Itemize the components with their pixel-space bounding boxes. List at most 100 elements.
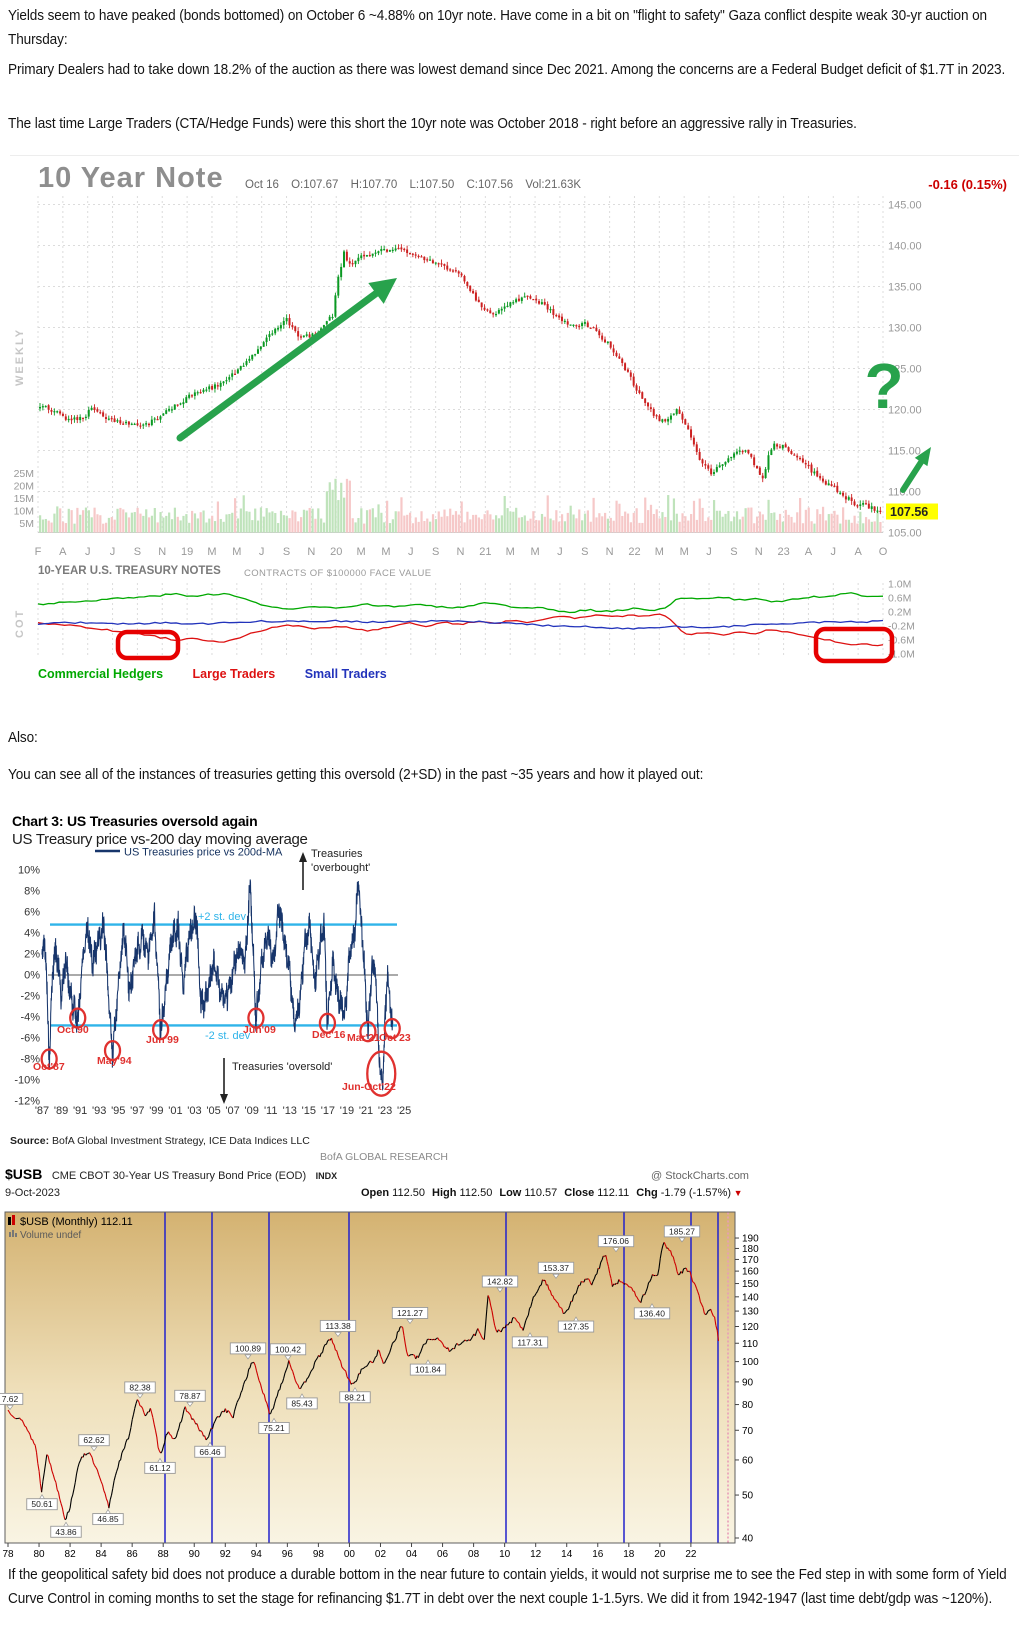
svg-text:'23: '23	[378, 1105, 392, 1117]
svg-text:61.12: 61.12	[149, 1463, 171, 1473]
svg-text:N: N	[755, 546, 763, 558]
usb-plot-frame	[4, 1211, 736, 1544]
quote-change: -0.16 (0.15%)	[928, 177, 1007, 192]
svg-text:N: N	[158, 546, 166, 558]
bofa-chart-subtitle: US Treasury price vs-200 day moving aver…	[12, 831, 308, 848]
svg-text:-1.0M: -1.0M	[888, 649, 915, 661]
svg-text:25M: 25M	[14, 468, 34, 480]
svg-text:'89: '89	[54, 1105, 68, 1117]
svg-text:02: 02	[375, 1549, 387, 1560]
svg-text:'05: '05	[206, 1105, 220, 1117]
svg-text:'17: '17	[321, 1105, 335, 1117]
usb-chart: 7.62 50.61 43.86 62.62 46.85 82.38 61.12 78.87 6…	[0, 1163, 1029, 1563]
usb-date: 9-Oct-2023	[5, 1187, 61, 1199]
svg-text:Oct'87: Oct'87	[33, 1061, 65, 1073]
svg-text:N: N	[307, 546, 315, 558]
svg-text:100.89: 100.89	[235, 1343, 261, 1353]
svg-text:$USB (Monthly) 112.11: $USB (Monthly) 112.11	[20, 1216, 133, 1228]
svg-text:140: 140	[742, 1292, 759, 1303]
svg-text:98: 98	[313, 1549, 325, 1560]
ten-year-note-chart: 145.00 140.00 135.00 130.00 125.00 120.00 115.…	[10, 155, 1019, 691]
svg-text:0.6M: 0.6M	[888, 593, 911, 605]
svg-text:-4%: -4%	[20, 1012, 40, 1024]
svg-text:F: F	[35, 546, 42, 558]
svg-text:06: 06	[437, 1549, 449, 1560]
quote-volume: Vol:21.63K	[525, 179, 582, 191]
svg-text:20M: 20M	[14, 481, 34, 493]
cot-axis-label: COT	[14, 608, 26, 638]
svg-text:75.21: 75.21	[263, 1423, 285, 1433]
svg-text:'09: '09	[244, 1105, 258, 1117]
svg-text:O: O	[879, 546, 888, 558]
usb-canvas: 7.62 50.61 43.86 62.62 46.85 82.38 61.12 78.87 6…	[0, 1211, 759, 1560]
svg-text:130: 130	[742, 1307, 759, 1318]
svg-text:120.00: 120.00	[888, 405, 922, 417]
svg-text:M: M	[381, 546, 390, 558]
svg-text:120: 120	[742, 1322, 759, 1333]
bofa-credit: BofA GLOBAL RESEARCH	[320, 1151, 448, 1163]
svg-text:M: M	[655, 546, 664, 558]
svg-text:142.82: 142.82	[487, 1276, 513, 1286]
svg-text:86: 86	[127, 1549, 139, 1560]
svg-text:M: M	[506, 546, 515, 558]
svg-text:19: 19	[181, 546, 193, 558]
svg-text:S: S	[432, 546, 439, 558]
usb-quote-label: Low	[499, 1187, 522, 1199]
svg-text:15M: 15M	[14, 493, 34, 505]
cot-highlight-boxes	[115, 626, 895, 664]
svg-text:121.27: 121.27	[397, 1308, 423, 1318]
bofa-source-text: BofA Global Investment Strategy, ICE Dat…	[49, 1135, 310, 1147]
svg-text:-2%: -2%	[20, 991, 40, 1003]
svg-text:70: 70	[742, 1426, 754, 1437]
svg-text:176.06: 176.06	[603, 1236, 629, 1246]
svg-text:M: M	[357, 546, 366, 558]
svg-text:140.00: 140.00	[888, 241, 922, 253]
svg-text:8%: 8%	[24, 886, 40, 898]
quote-open: O:107.67	[291, 179, 339, 191]
svg-text:23: 23	[777, 546, 789, 558]
cot-title: 10-YEAR U.S. TREASURY NOTES	[38, 565, 221, 577]
svg-text:46.85: 46.85	[97, 1514, 119, 1524]
svg-text:M: M	[232, 546, 241, 558]
svg-text:J: J	[706, 546, 712, 558]
bofa-canvas: 10% 8% 6% 4% 2% 0% -2% -4% -6% -8% -10% -12% +2 st. …	[14, 847, 411, 1118]
svg-text:'overbought': 'overbought'	[311, 862, 370, 874]
svg-text:90: 90	[742, 1377, 754, 1388]
legend-large-traders: Large Traders	[192, 667, 276, 681]
bofa-series-line	[41, 879, 394, 1091]
svg-text:Jun'09: Jun'09	[243, 1024, 276, 1036]
svg-text:4%: 4%	[24, 928, 40, 940]
svg-text:80: 80	[33, 1549, 45, 1560]
svg-text:90: 90	[189, 1549, 201, 1560]
usb-quote-label: Close	[564, 1187, 595, 1199]
event-markers: Oct'87 Oct'90 May'94 Jun'99 Jun'09 Dec'16 Mar'…	[33, 1007, 411, 1097]
svg-text:?: ?	[864, 350, 903, 422]
usb-series-line	[7, 1242, 720, 1521]
svg-text:-0.6M: -0.6M	[888, 635, 915, 647]
svg-text:'19: '19	[340, 1105, 354, 1117]
usb-description: CME CBOT 30-Year US Treasury Bond Price …	[51, 1170, 307, 1182]
green-annotations: ?	[176, 278, 931, 493]
svg-text:J: J	[110, 546, 116, 558]
svg-text:127.35: 127.35	[563, 1322, 589, 1332]
svg-text:22: 22	[685, 1549, 697, 1560]
svg-text:Treasuries: Treasuries	[311, 848, 363, 860]
legend-commercial-hedgers: Commercial Hedgers	[38, 667, 164, 681]
svg-text:J: J	[85, 546, 91, 558]
svg-text:'21: '21	[359, 1105, 373, 1117]
svg-text:180: 180	[742, 1244, 759, 1255]
svg-text:150: 150	[742, 1279, 759, 1290]
cot-legend: Commercial Hedgers Large Traders Small T…	[38, 667, 413, 681]
svg-text:04: 04	[406, 1549, 418, 1560]
candles-layer	[39, 244, 882, 515]
svg-text:'15: '15	[302, 1105, 316, 1117]
svg-text:92: 92	[220, 1549, 232, 1560]
svg-text:185.27: 185.27	[669, 1226, 695, 1236]
svg-text:135.00: 135.00	[888, 282, 922, 294]
svg-text:J: J	[259, 546, 265, 558]
quote-date: Oct 16	[245, 179, 279, 191]
svg-text:-6%: -6%	[20, 1033, 40, 1045]
bofa-source: Source: BofA Global Investment Strategy,…	[10, 1135, 310, 1147]
usb-price-labels: 7.62 50.61 43.86 62.62 46.85 82.38 61.12 78.87 6…	[0, 1225, 701, 1538]
